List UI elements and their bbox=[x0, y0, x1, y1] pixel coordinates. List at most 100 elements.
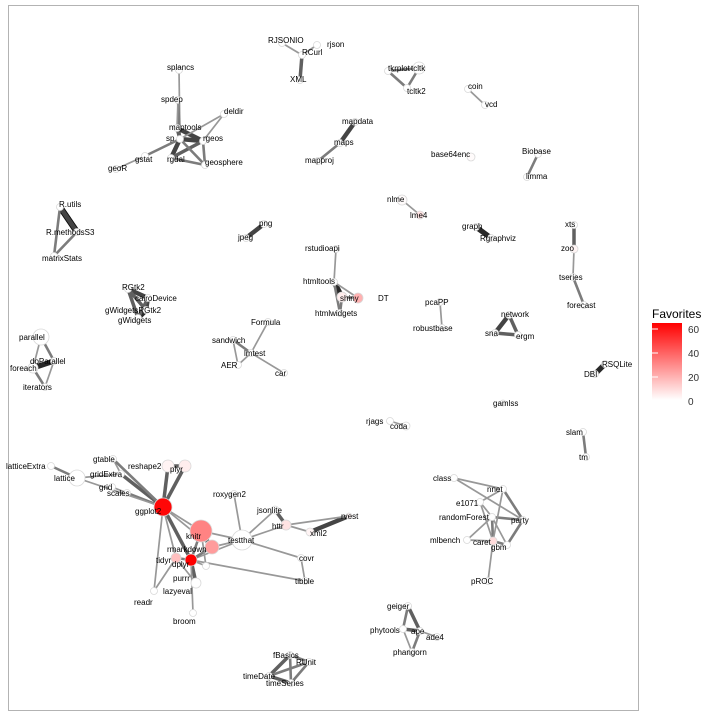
node-lmtest bbox=[247, 349, 255, 357]
node-matrixStats bbox=[50, 252, 58, 260]
node-rvest bbox=[345, 512, 353, 520]
node-lazyeval bbox=[190, 577, 202, 589]
node-grid bbox=[108, 483, 116, 491]
node-label-scales: scales bbox=[107, 489, 130, 498]
plot-panel bbox=[8, 5, 639, 711]
node-htmltools bbox=[330, 278, 338, 286]
node-label-nlme: nlme bbox=[387, 195, 405, 204]
node-DBI bbox=[591, 370, 599, 378]
node-slam bbox=[579, 428, 587, 436]
node-label-Rgraphviz: Rgraphviz bbox=[480, 234, 516, 243]
legend-ticks: 60 40 20 0 bbox=[652, 325, 700, 408]
edge-R.utils-R.methodsS3 bbox=[58, 205, 79, 234]
node-gbm bbox=[503, 541, 511, 549]
node-label-rstudioapi: rstudioapi bbox=[305, 244, 340, 253]
node-layer bbox=[27, 39, 609, 687]
node-graph bbox=[472, 223, 480, 231]
node-car bbox=[280, 369, 288, 377]
node-label-Biobase: Biobase bbox=[522, 147, 551, 156]
node-maps bbox=[336, 139, 344, 147]
node-label-sandwich: sandwich bbox=[212, 336, 245, 345]
node-rjson bbox=[313, 41, 321, 49]
node-label-png: png bbox=[259, 219, 272, 228]
node-iterators bbox=[41, 383, 49, 391]
node-label-httr: httr bbox=[272, 522, 284, 531]
edge-party-gbm bbox=[505, 519, 525, 546]
edge-zoo-tseries bbox=[572, 248, 575, 278]
node-label-nnet: nnet bbox=[487, 485, 503, 494]
node-Biobase bbox=[534, 150, 542, 158]
node-label-gWidgetsRGtk2: gWidgetsRGtk2 bbox=[105, 306, 162, 315]
node-label-network: network bbox=[501, 310, 530, 319]
node-testthat bbox=[231, 529, 253, 551]
node-geoR bbox=[112, 165, 120, 173]
node-label-covr: covr bbox=[299, 554, 314, 563]
node-label-R.utils: R.utils bbox=[59, 200, 81, 209]
edge-fBasics-timeDate bbox=[267, 653, 292, 678]
node-label-gWidgets: gWidgets bbox=[118, 316, 151, 325]
node-label-phangorn: phangorn bbox=[393, 648, 427, 657]
node-label-latticeExtra: latticeExtra bbox=[6, 462, 46, 471]
node-label-ade4: ade4 bbox=[426, 633, 444, 642]
node-RUnit bbox=[305, 658, 313, 666]
node-label-limma: limma bbox=[526, 172, 548, 181]
node-label-RGtk2: RGtk2 bbox=[122, 283, 145, 292]
node-label-randomForest: randomForest bbox=[439, 513, 490, 522]
node-rgeos bbox=[199, 137, 207, 145]
node-httr bbox=[280, 519, 292, 531]
node-label-geiger: geiger bbox=[387, 602, 410, 611]
node-broom bbox=[189, 609, 197, 617]
node-png bbox=[260, 220, 268, 228]
edge-timeDate-RUnit bbox=[268, 660, 310, 678]
node-XML bbox=[296, 76, 304, 84]
node-zoo bbox=[569, 244, 579, 254]
node-latticeExtra bbox=[47, 462, 55, 470]
node-splancs bbox=[175, 66, 183, 74]
node-jsonlite bbox=[270, 505, 280, 515]
node-label-ape: ape bbox=[411, 627, 425, 636]
node-label-reshape2: reshape2 bbox=[128, 462, 162, 471]
node-class bbox=[450, 474, 458, 482]
node-label-ggplot2: ggplot2 bbox=[135, 507, 162, 516]
edge-Formula-lmtest bbox=[250, 321, 269, 354]
node-reshape2 bbox=[161, 459, 175, 473]
node-label-tidyr: tidyr bbox=[156, 556, 171, 565]
edge-rgdal-geosphere bbox=[170, 156, 206, 167]
legend-tick-label: 40 bbox=[688, 349, 700, 360]
node-shiny bbox=[336, 291, 348, 303]
node-randomForest bbox=[488, 513, 496, 521]
node-label-base64enc: base64enc bbox=[431, 150, 470, 159]
edge-phytools-phangorn bbox=[402, 628, 413, 653]
node-label-fBasics: fBasics bbox=[273, 651, 299, 660]
edge-nnet-caret bbox=[492, 488, 504, 542]
node-caret bbox=[488, 536, 498, 546]
node-phytools bbox=[399, 625, 407, 633]
node-label-XML: XML bbox=[290, 75, 307, 84]
node-label-mlbench: mlbench bbox=[430, 536, 460, 545]
node-rgdal bbox=[167, 154, 175, 162]
node-label-lattice: lattice bbox=[54, 474, 75, 483]
node-coda bbox=[401, 421, 411, 431]
node-label-graph: graph bbox=[462, 222, 482, 231]
node-label-forecast: forecast bbox=[567, 301, 596, 310]
node-label-caret: caret bbox=[473, 538, 492, 547]
node-label-RCurl: RCurl bbox=[302, 48, 323, 57]
node-gWidgetsRGtk2 bbox=[142, 306, 150, 314]
node-knitr bbox=[189, 519, 213, 543]
node-label-DBI: DBI bbox=[584, 370, 597, 379]
node-tcltk2 bbox=[403, 84, 411, 92]
edge-dplyr-tibble bbox=[190, 559, 306, 582]
legend-tick-label: 60 bbox=[688, 325, 700, 336]
node-label-lazyeval: lazyeval bbox=[163, 587, 192, 596]
node-label-rgdal: rgdal bbox=[167, 155, 185, 164]
node-label-pROC: pROC bbox=[471, 577, 493, 586]
edge-geiger-phytools bbox=[401, 605, 410, 630]
node-gtable bbox=[109, 455, 117, 463]
node-tkrplot bbox=[384, 67, 392, 75]
node-label-Formula: Formula bbox=[251, 318, 281, 327]
node-label-timeDate: timeDate bbox=[243, 672, 276, 681]
node-timeDate bbox=[265, 672, 273, 680]
node-tibble bbox=[301, 577, 309, 585]
node-geosphere bbox=[201, 161, 209, 169]
